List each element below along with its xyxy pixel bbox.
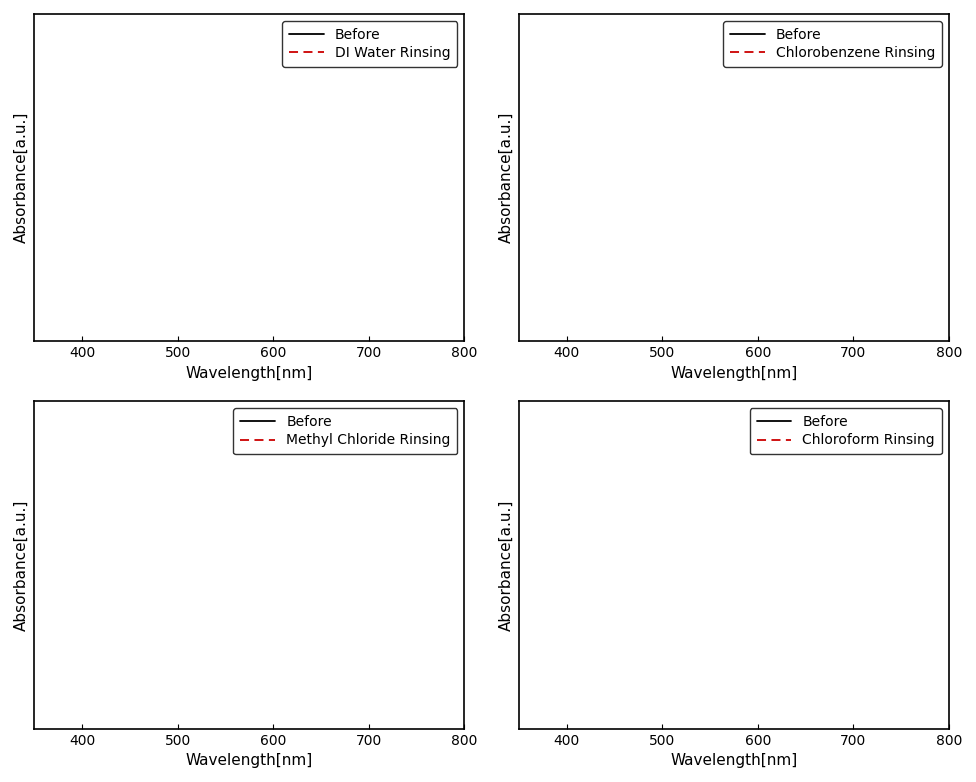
X-axis label: Wavelength[nm]: Wavelength[nm] (185, 365, 313, 381)
Y-axis label: Absorbance[a.u.]: Absorbance[a.u.] (499, 112, 513, 243)
Y-axis label: Absorbance[a.u.]: Absorbance[a.u.] (14, 112, 29, 243)
X-axis label: Wavelength[nm]: Wavelength[nm] (185, 753, 313, 768)
X-axis label: Wavelength[nm]: Wavelength[nm] (671, 365, 797, 381)
Legend: Before, Methyl Chloride Rinsing: Before, Methyl Chloride Rinsing (233, 408, 458, 454)
Legend: Before, Chlorobenzene Rinsing: Before, Chlorobenzene Rinsing (723, 21, 942, 67)
Legend: Before, Chloroform Rinsing: Before, Chloroform Rinsing (750, 408, 942, 454)
Legend: Before, DI Water Rinsing: Before, DI Water Rinsing (282, 21, 458, 67)
Y-axis label: Absorbance[a.u.]: Absorbance[a.u.] (14, 500, 29, 631)
X-axis label: Wavelength[nm]: Wavelength[nm] (671, 753, 797, 768)
Y-axis label: Absorbance[a.u.]: Absorbance[a.u.] (499, 500, 513, 631)
